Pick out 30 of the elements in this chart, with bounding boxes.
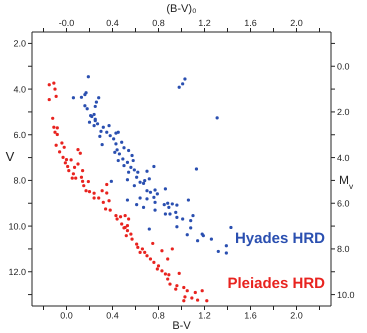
series-label: Hyades HRD — [234, 230, 325, 247]
x-tick-label: 2.0 — [290, 310, 303, 320]
y-tick-label: 4.0 — [13, 84, 26, 94]
x-tick-label: 1.6 — [244, 310, 257, 320]
x2-axis-title: (B-V)₀ — [166, 3, 197, 15]
y-tick-label: 12.0 — [8, 266, 26, 277]
x-tick-label: 0.4 — [106, 310, 119, 320]
x-tick-label: 1.2 — [198, 310, 211, 320]
y-tick-label: 6.0 — [13, 130, 26, 140]
x-axis-title: B-V — [172, 320, 192, 332]
x-tick-label: 0.0 — [60, 310, 73, 320]
y-axis-title: V — [6, 148, 15, 164]
x2-tick-label: -0.0 — [58, 18, 74, 28]
y-tick-label: 2.0 — [13, 38, 26, 49]
y2-tick-label: 2.0 — [337, 107, 350, 118]
y-tick-label: 8.0 — [13, 176, 26, 186]
x2-tick-label: 1.2 — [198, 18, 211, 28]
series-label: Pleiades HRD — [227, 275, 325, 292]
y2-axis-title: M$_{v}$ — [339, 173, 354, 192]
x-tick-label: 0.8 — [152, 310, 165, 320]
y-tick-label: 10.0 — [8, 221, 26, 232]
x2-tick-label: 2.0 — [290, 18, 303, 28]
y2-tick-label: 0.0 — [337, 61, 350, 72]
y2-tick-label: 4.0 — [337, 152, 350, 163]
y2-tick-label: 6.0 — [337, 198, 350, 208]
x2-tick-label: 1.6 — [244, 18, 257, 28]
x2-tick-label: 0.8 — [152, 18, 165, 28]
y2-tick-label: 8.0 — [337, 244, 350, 254]
x2-tick-label: 0.4 — [106, 18, 119, 28]
y2-tick-label: 10.0 — [337, 290, 355, 300]
